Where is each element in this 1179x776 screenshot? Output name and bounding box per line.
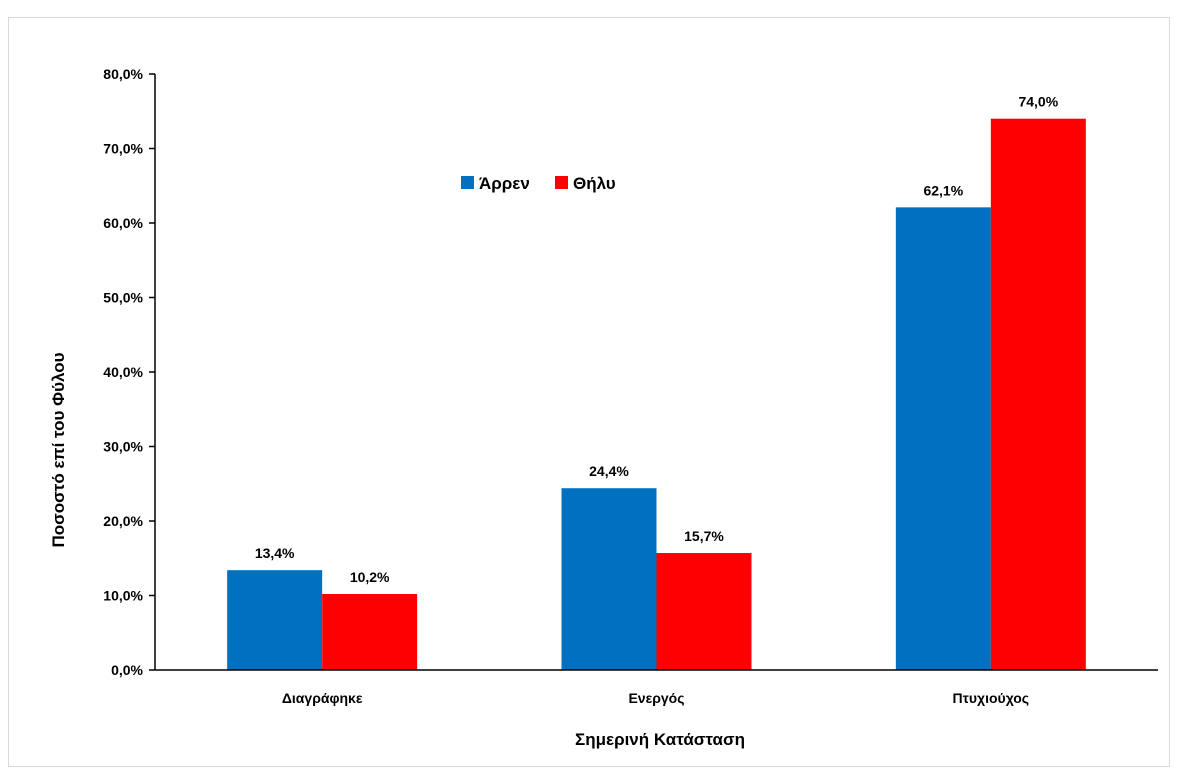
- y-tick-label: 70,0%: [103, 141, 143, 157]
- bar-thilu-2: [990, 118, 1086, 670]
- bar-thilu-1: [656, 553, 752, 670]
- y-tick-label: 40,0%: [103, 364, 143, 380]
- legend-swatch-arrhen: [461, 176, 474, 189]
- data-labels: 13,4% 10,2% 24,4% 15,7% 62,1% 74,0%: [255, 94, 1059, 585]
- data-label-thilu-2: 74,0%: [1018, 94, 1058, 110]
- y-tick-label: 10,0%: [103, 588, 143, 604]
- y-tick-label: 60,0%: [103, 215, 143, 231]
- x-tick-label: Ενεργός: [628, 690, 684, 706]
- bar-arrhen-1: [561, 488, 657, 670]
- x-tick-label: Διαγράφηκε: [282, 690, 363, 706]
- y-axis-ticks: 0,0% 10,0% 20,0% 30,0% 40,0% 50,0% 60,0% 70,0% 8…: [103, 66, 155, 678]
- x-axis-title: Σημερινή Κατάσταση: [575, 730, 745, 749]
- bars: [227, 118, 1086, 671]
- legend-swatch-thilu: [555, 176, 568, 189]
- data-label-arrhen-0: 13,4%: [255, 545, 295, 561]
- y-tick-label: 0,0%: [111, 662, 143, 678]
- y-tick-label: 20,0%: [103, 513, 143, 529]
- legend: Άρρεν Θήλυ: [461, 174, 616, 193]
- y-axis-title: Ποσοστό επί του Φύλου: [49, 352, 68, 547]
- legend-label-arrhen: Άρρεν: [479, 174, 530, 193]
- data-label-thilu-0: 10,2%: [350, 569, 390, 585]
- legend-label-thilu: Θήλυ: [573, 174, 616, 193]
- bar-arrhen-0: [227, 570, 323, 670]
- y-tick-label: 80,0%: [103, 66, 143, 82]
- bar-arrhen-2: [895, 207, 991, 671]
- x-axis-ticks: Διαγράφηκε Ενεργός Πτυχιούχος: [282, 690, 1029, 706]
- y-tick-label: 30,0%: [103, 439, 143, 455]
- y-tick-label: 50,0%: [103, 290, 143, 306]
- x-tick-label: Πτυχιούχος: [953, 690, 1030, 706]
- data-label-arrhen-1: 24,4%: [589, 463, 629, 479]
- bar-thilu-0: [322, 594, 418, 670]
- data-label-arrhen-2: 62,1%: [923, 182, 963, 198]
- data-label-thilu-1: 15,7%: [684, 528, 724, 544]
